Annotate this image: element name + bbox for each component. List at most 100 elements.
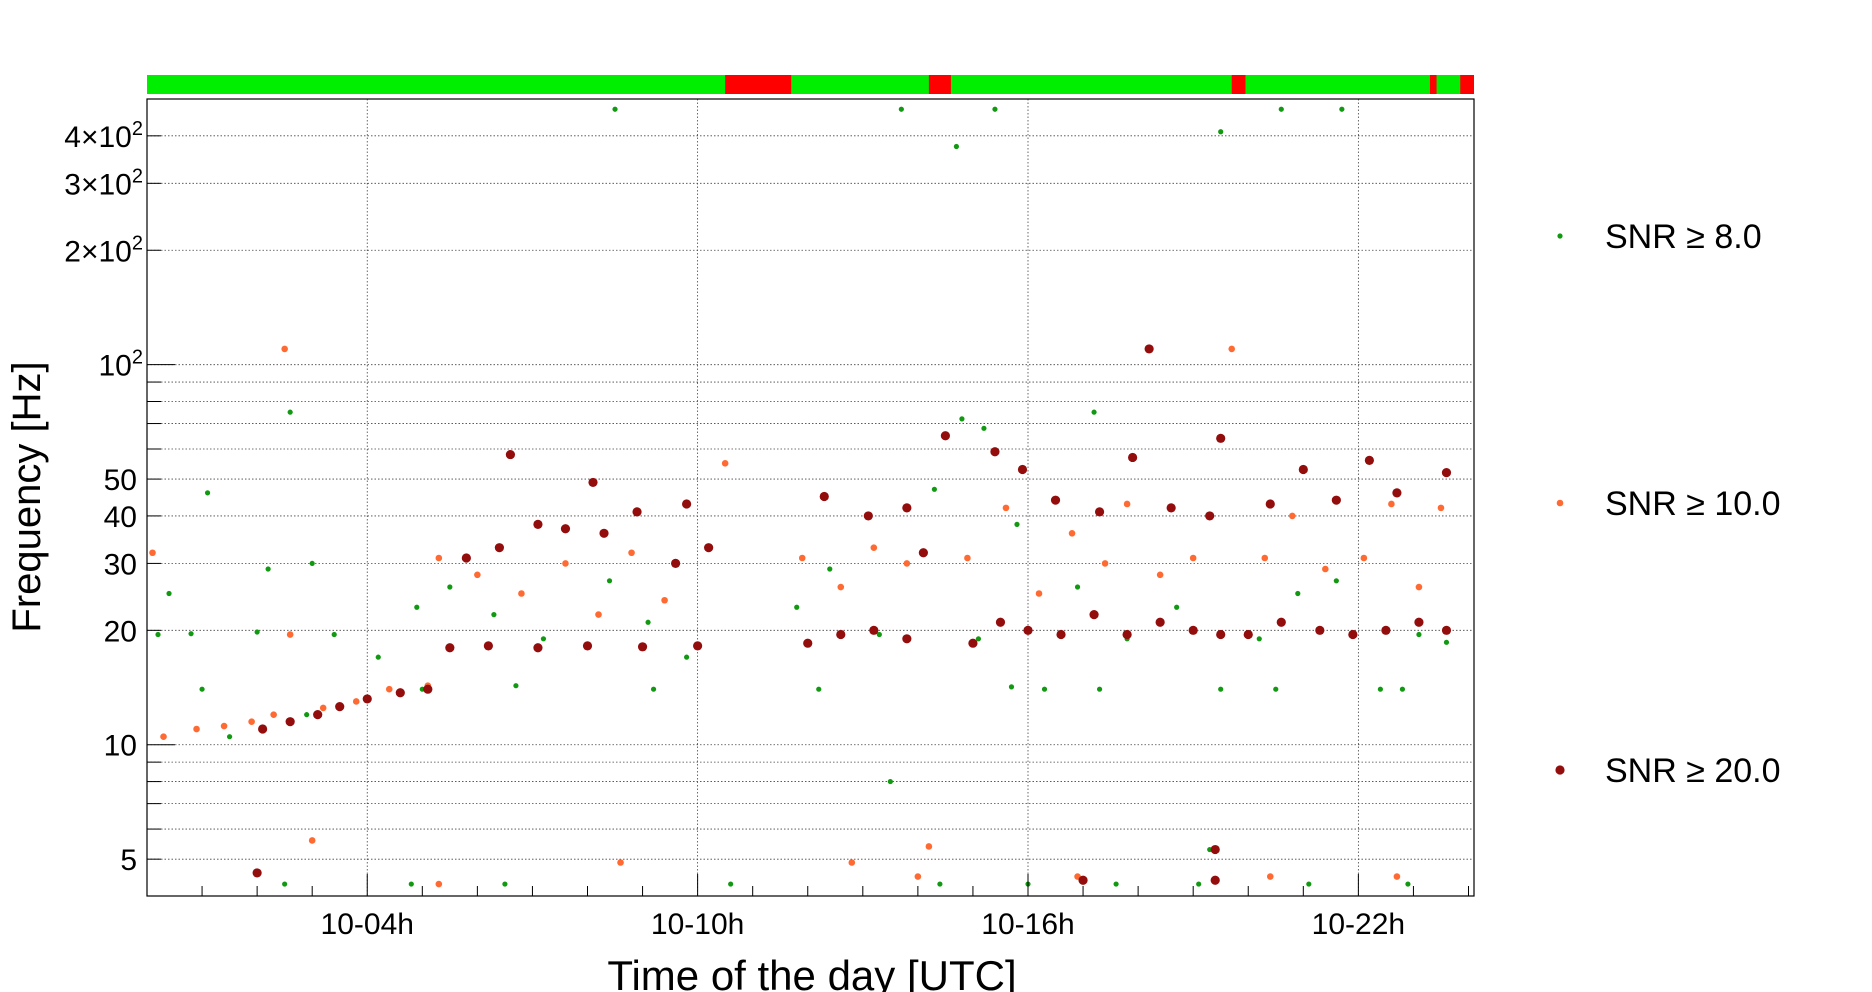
point-series-3 [995, 617, 1006, 627]
point-series-1 [287, 409, 293, 415]
point-series-2 [1360, 554, 1368, 562]
point-series-3 [335, 702, 345, 712]
point-series-3 [1205, 511, 1215, 521]
point-series-1 [540, 636, 547, 642]
point-series-3 [918, 548, 928, 558]
point-series-2 [193, 725, 200, 733]
legend-label: SNR ≥ 10.0 [1605, 485, 1781, 523]
point-series-2 [1228, 345, 1236, 353]
point-series-1 [204, 490, 211, 496]
point-series-3 [836, 629, 846, 640]
point-series-1 [1273, 686, 1279, 692]
y-tick-label: 30 [104, 548, 137, 581]
point-series-2 [220, 722, 228, 730]
x-tick-label: 10-16h [981, 908, 1074, 941]
point-series-3 [968, 638, 978, 648]
segment-bad [725, 75, 792, 94]
point-series-3 [1441, 468, 1452, 478]
x-tick-label: 10-22h [1312, 908, 1405, 941]
point-series-2 [798, 554, 806, 562]
point-series-2 [903, 560, 911, 567]
point-series-1 [1416, 631, 1422, 638]
point-series-3 [1210, 844, 1220, 855]
point-series-1 [265, 566, 271, 572]
point-series-2 [1437, 504, 1445, 512]
y-tick-label: 2×102 [64, 232, 143, 268]
y-tick-label: 102 [99, 347, 144, 383]
point-series-3 [1188, 625, 1198, 635]
point-series-3 [902, 503, 912, 513]
point-series-1 [606, 578, 613, 584]
point-series-3 [560, 524, 571, 534]
y-axis-title: Frequency [Hz] [5, 361, 49, 632]
point-series-3 [1414, 617, 1424, 627]
point-series-1 [502, 881, 508, 887]
point-series-2 [914, 873, 922, 880]
point-series-2 [661, 596, 668, 604]
point-series-1 [188, 631, 194, 637]
point-series-3 [1155, 617, 1165, 627]
grid-lines [147, 99, 1474, 896]
point-series-1 [1218, 129, 1224, 135]
point-series-3 [1210, 875, 1220, 885]
segment-bad [1429, 75, 1437, 94]
point-series-2 [518, 590, 525, 597]
point-series-1 [1405, 881, 1411, 887]
x-axis: 10-04h 10-10h 10-16h 10-22h [146, 874, 1469, 941]
point-series-2 [1288, 512, 1296, 520]
point-series-1 [199, 686, 205, 692]
y-tick-label: 5 [120, 844, 137, 877]
plot-frame [146, 98, 1475, 897]
point-series-2 [721, 460, 729, 467]
point-series-1 [309, 560, 315, 567]
point-series-3 [1298, 464, 1308, 475]
point-series-3 [1216, 629, 1226, 640]
point-series-1 [827, 566, 833, 572]
y-tick-label: 50 [104, 464, 137, 497]
point-series-2 [1322, 565, 1329, 573]
point-series-1 [1443, 639, 1450, 645]
point-series-1 [1041, 686, 1048, 692]
point-series-2 [149, 549, 156, 557]
legend-label: SNR ≥ 20.0 [1605, 752, 1781, 790]
legend-marker [1555, 765, 1565, 775]
segment-bad [1460, 75, 1474, 94]
point-series-3 [582, 641, 593, 651]
point-series-3 [670, 558, 681, 569]
point-series-1 [1377, 686, 1383, 692]
point-series-3 [1315, 625, 1325, 635]
point-series-2 [435, 880, 443, 888]
point-series-3 [1364, 455, 1374, 465]
point-series-1 [1174, 604, 1180, 610]
point-series-1 [254, 629, 260, 635]
point-series-1 [612, 106, 618, 112]
point-series-3 [863, 511, 873, 521]
point-series-3 [682, 499, 692, 509]
point-series-3 [1348, 629, 1358, 640]
y-tick-label: 20 [104, 615, 137, 648]
point-series-3 [483, 641, 493, 651]
point-series-2 [1415, 583, 1423, 591]
point-series-1 [981, 425, 987, 431]
point-series-1 [728, 881, 734, 887]
point-series-3 [1166, 503, 1176, 513]
point-series-1 [645, 619, 651, 625]
point-series-1 [1091, 409, 1097, 415]
point-series-1 [226, 734, 233, 740]
point-series-2 [595, 611, 602, 618]
point-series-1 [959, 416, 965, 422]
point-series-3 [395, 688, 405, 698]
y-tick-label: 10 [104, 730, 137, 763]
point-series-3 [1243, 629, 1253, 640]
point-series-1 [282, 881, 288, 887]
point-series-3 [362, 694, 372, 704]
point-series-1 [1256, 636, 1262, 642]
point-series-3 [445, 643, 455, 653]
point-series-3 [588, 477, 598, 488]
point-series-1 [992, 106, 998, 112]
point-series-3 [505, 449, 516, 460]
point-series-1 [937, 881, 943, 887]
point-series-2 [352, 698, 360, 705]
point-series-3 [1023, 625, 1033, 635]
point-series-1 [1278, 106, 1284, 112]
